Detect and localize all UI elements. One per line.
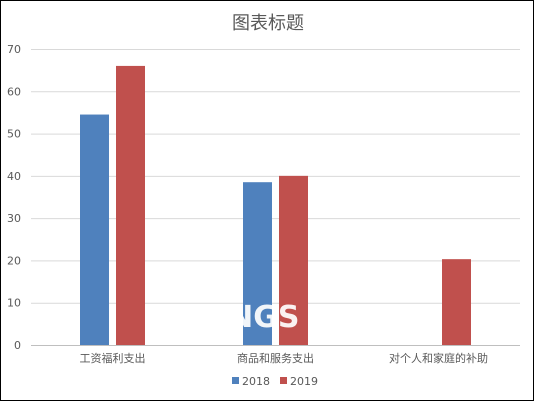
- legend-swatch-2019: [280, 377, 287, 384]
- x-tick-label: 商品和服务支出: [237, 351, 314, 365]
- bar-2019-0: [116, 65, 145, 346]
- y-tick-label: 60: [7, 85, 21, 98]
- legend-label-2019: 2019: [290, 375, 318, 388]
- bar-2019-2: [442, 259, 471, 345]
- bar-2019-1: [279, 175, 308, 345]
- y-tick-label: 0: [14, 339, 21, 352]
- bars: [80, 65, 471, 346]
- bar-2018-0: [80, 114, 109, 346]
- legend-swatch-2018: [232, 377, 239, 384]
- x-tick-label: 工资福利支出: [80, 351, 146, 365]
- gridlines: [31, 49, 520, 346]
- y-tick-label: 20: [7, 254, 21, 267]
- y-tick-label: 30: [7, 212, 21, 225]
- y-axis: 0 10 20 30 40 50 60 70: [7, 43, 21, 352]
- bar-2018-1: [243, 182, 272, 345]
- x-axis: 工资福利支出 商品和服务支出 对个人和家庭的补助: [80, 351, 489, 365]
- y-tick-label: 50: [7, 128, 21, 141]
- legend: 2018 2019: [232, 375, 318, 388]
- legend-label-2018: 2018: [242, 375, 270, 388]
- y-tick-label: 10: [7, 297, 21, 310]
- x-tick-label: 对个人和家庭的补助: [389, 351, 488, 365]
- watermark-text: INGS .C: [217, 300, 406, 335]
- y-tick-label: 40: [7, 170, 21, 183]
- y-tick-label: 70: [7, 43, 21, 56]
- chart-title: 图表标题: [232, 13, 304, 34]
